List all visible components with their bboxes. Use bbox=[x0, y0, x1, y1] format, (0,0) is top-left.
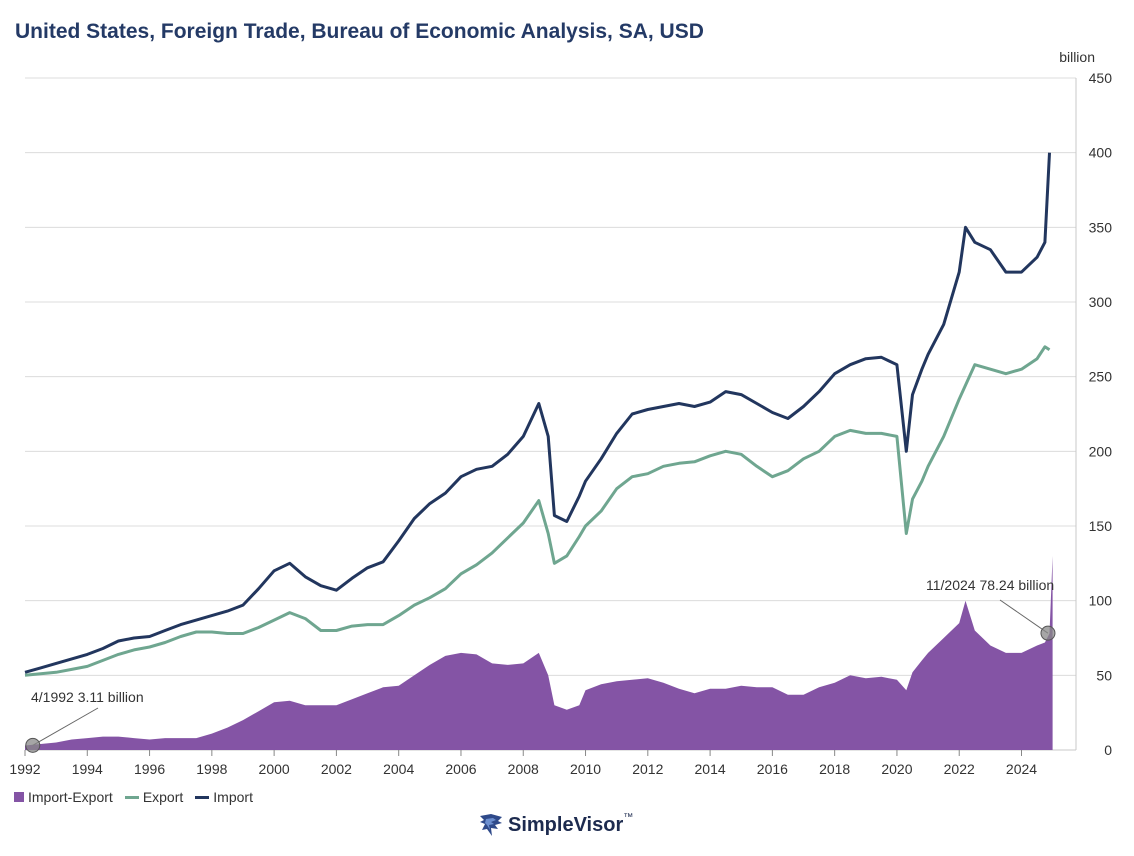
y-tick-label: 100 bbox=[1089, 593, 1113, 609]
x-tick-label: 2018 bbox=[819, 761, 850, 777]
annotation-marker-2024 bbox=[1040, 625, 1056, 641]
annotation-leader-2024 bbox=[999, 599, 1049, 634]
series-import-line bbox=[24, 152, 1051, 674]
chart-title: United States, Foreign Trade, Bureau of … bbox=[15, 20, 704, 43]
x-tick-label: 2014 bbox=[695, 761, 726, 777]
y-tick-label: 450 bbox=[1089, 70, 1113, 86]
x-tick-label: 2024 bbox=[1006, 761, 1037, 777]
legend-label-import: Import bbox=[213, 789, 253, 805]
x-tick-label: 2016 bbox=[757, 761, 788, 777]
series-import-export-area bbox=[25, 555, 1053, 750]
annotation-label-1992: 4/1992 3.11 billion bbox=[31, 689, 144, 705]
brand-trademark: ™ bbox=[623, 811, 634, 823]
y-tick-label: 250 bbox=[1089, 369, 1113, 385]
annotation-marker-1992 bbox=[25, 737, 41, 753]
x-tick-label: 2022 bbox=[944, 761, 975, 777]
x-tick-label: 2010 bbox=[570, 761, 601, 777]
legend-label-export: Export bbox=[142, 789, 184, 805]
chart-plot: 0 50 100 150 200 250 300 350 400 450 billion 1992 19… bbox=[9, 49, 1113, 777]
x-tick-label: 2008 bbox=[508, 761, 539, 777]
x-tick-label: 2020 bbox=[881, 761, 912, 777]
legend-label-import-export: Import-Export bbox=[28, 789, 113, 805]
legend-swatch-import-export bbox=[14, 792, 24, 802]
annotation-label-2024: 11/2024 78.24 billion bbox=[926, 577, 1054, 593]
x-tick-label: 2002 bbox=[321, 761, 352, 777]
annotation-leader-1992 bbox=[32, 707, 99, 746]
brand-name: SimpleVisor bbox=[508, 813, 624, 836]
chart-legend: Import-Export Export Import bbox=[14, 789, 265, 805]
x-tick-label: 2004 bbox=[383, 761, 414, 777]
simplevisor-logo: SimpleVisor ™ bbox=[478, 812, 633, 838]
y-tick-label: 350 bbox=[1089, 219, 1113, 235]
y-tick-label: 0 bbox=[1104, 742, 1112, 758]
y-tick-label: 50 bbox=[1096, 667, 1112, 683]
y-tick-label: 150 bbox=[1089, 518, 1113, 534]
x-tick-label: 2006 bbox=[445, 761, 476, 777]
eagle-logo-icon bbox=[480, 814, 502, 836]
x-tick-label: 1992 bbox=[9, 761, 40, 777]
x-tick-label: 1994 bbox=[72, 761, 103, 777]
x-tick-label: 1998 bbox=[196, 761, 227, 777]
legend-item-import[interactable]: Import bbox=[195, 789, 253, 805]
y-tick-label: 400 bbox=[1089, 145, 1113, 161]
series-export-line bbox=[24, 345, 1051, 677]
legend-swatch-export bbox=[124, 795, 139, 799]
legend-item-import-export[interactable]: Import-Export bbox=[14, 789, 113, 805]
y-tick-label: 200 bbox=[1089, 443, 1113, 459]
y-tick-label: 300 bbox=[1089, 294, 1113, 310]
x-tick-label: 2012 bbox=[632, 761, 663, 777]
y-unit-label: billion bbox=[1059, 49, 1095, 65]
legend-swatch-import bbox=[195, 795, 210, 799]
x-tick-label: 2000 bbox=[259, 761, 290, 777]
legend-item-export[interactable]: Export bbox=[124, 789, 184, 805]
x-tick-label: 1996 bbox=[134, 761, 165, 777]
